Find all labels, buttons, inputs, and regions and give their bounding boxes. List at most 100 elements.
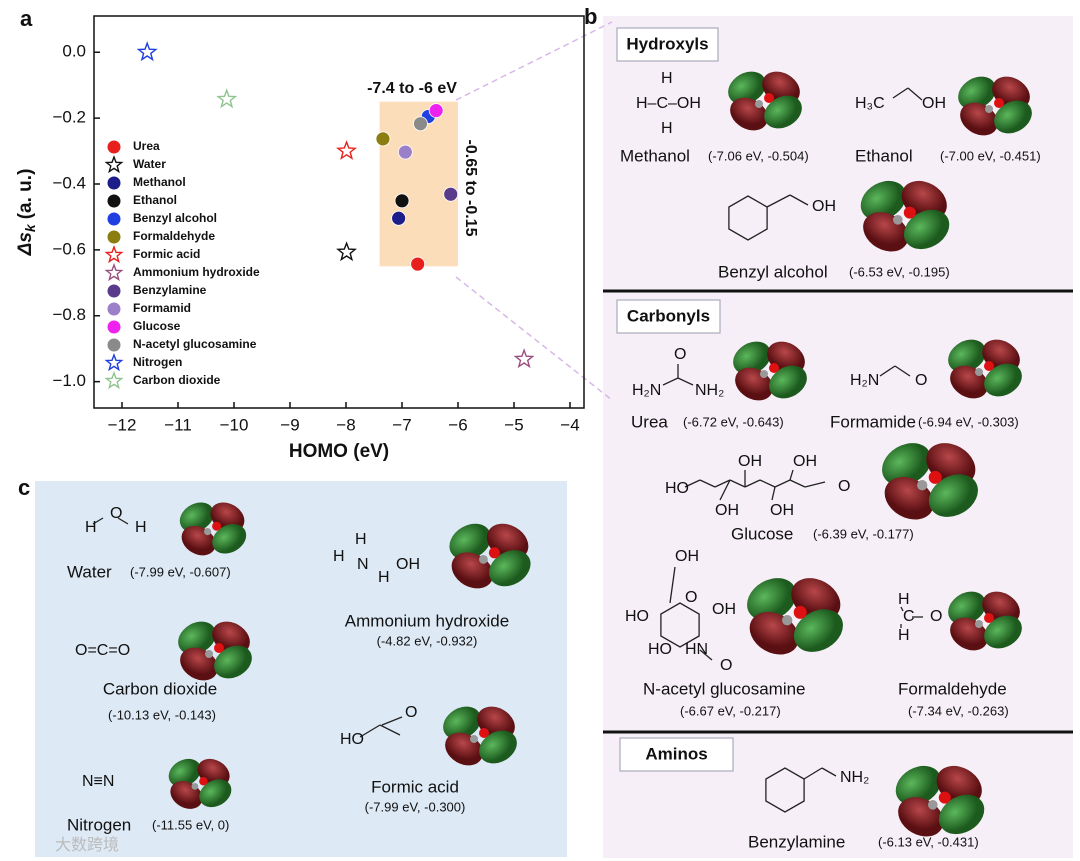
section-header: Carbonyls: [627, 306, 710, 325]
bond: [821, 767, 837, 777]
orbital: [882, 443, 978, 520]
orbital-lobe: [728, 71, 766, 105]
molecule-name: Glucose: [731, 524, 793, 543]
atom-ball: [782, 615, 793, 626]
legend-label: Ammonium hydroxide: [133, 265, 260, 279]
legend-marker: [107, 230, 121, 244]
legend-marker: [107, 284, 121, 298]
legend-label: N-acetyl glucosamine: [133, 337, 257, 351]
atom-ball: [199, 777, 208, 786]
y-label-main: Δs: [15, 232, 36, 256]
bond: [662, 377, 679, 386]
orbital: [958, 76, 1032, 136]
orbital-lobe: [903, 209, 950, 250]
point: [443, 186, 459, 202]
orbital-lobe: [793, 609, 843, 652]
bond: [684, 479, 701, 488]
atom-ball: [205, 650, 213, 658]
orbital-lobe: [214, 645, 252, 679]
zoom-line: [455, 276, 613, 401]
molecule-name: Urea: [631, 412, 668, 431]
orbital: [443, 706, 517, 766]
bond: [117, 517, 129, 525]
atom-label: O: [685, 589, 697, 606]
panel-b-background: [603, 16, 1073, 858]
bond: [900, 606, 904, 612]
molecule-value: (-6.39 eV, -0.177): [813, 526, 914, 541]
section-header-box: [619, 737, 734, 772]
legend-label: Formic acid: [133, 247, 200, 261]
legend-marker: [104, 371, 124, 390]
bond: [729, 479, 746, 488]
atom-label: H: [661, 120, 673, 137]
bond: [789, 469, 794, 481]
orbital-lobe: [479, 730, 517, 764]
y-label-sub: k: [22, 223, 38, 232]
orbital-lobe: [212, 524, 247, 554]
orbital-lobe: [747, 578, 797, 621]
orbital-lobe: [938, 794, 985, 835]
orbital-lobe: [984, 615, 1022, 649]
molecule-name: Water: [67, 562, 112, 581]
section-header-box: [616, 27, 719, 62]
legend-label: Methanol: [133, 175, 186, 189]
legend-label: Water: [133, 157, 166, 171]
atom-label: OH: [712, 601, 736, 618]
x-tick-label: −6: [448, 415, 467, 434]
bond: [677, 377, 694, 386]
atom-ball: [928, 800, 938, 810]
orbital-lobe: [178, 621, 216, 655]
section-header: Aminos: [645, 744, 707, 763]
molecule-value: (-6.94 eV, -0.303): [918, 414, 1019, 429]
panel-label: b: [584, 4, 597, 29]
watermark: 大数跨境: [55, 835, 119, 854]
atom-label: OH: [770, 502, 794, 519]
molecule-value: (-6.67 eV, -0.217): [680, 703, 781, 718]
x-tick-label: −5: [504, 415, 523, 434]
molecule-value: (-7.99 eV, -0.607): [130, 564, 231, 579]
atom-label: NH₂: [840, 769, 869, 786]
panel-label: c: [18, 475, 30, 500]
atom-ball: [755, 100, 763, 108]
orbital-lobe: [443, 706, 481, 740]
section-header: Hydroxyls: [626, 34, 708, 53]
bond: [907, 87, 923, 101]
atom-ball: [191, 783, 199, 790]
atom-label: O: [930, 608, 942, 625]
point: [410, 256, 426, 272]
legend-marker: [104, 155, 124, 174]
molecule-name: Nitrogen: [67, 815, 131, 834]
atom-label: H–C–OH: [636, 95, 701, 112]
atom-label: H: [661, 70, 673, 87]
atom-label: NH₂: [695, 382, 724, 399]
atom-ball: [479, 555, 488, 564]
atom-label: OH: [812, 198, 836, 215]
legend-label: Benzylamine: [133, 283, 207, 297]
atom-label: OH: [922, 95, 946, 112]
molecule-value: (-6.72 eV, -0.643): [683, 414, 784, 429]
bond: [359, 724, 381, 738]
section-header-box: [616, 299, 721, 334]
ring: [660, 602, 700, 648]
molecule-value: (-6.53 eV, -0.195): [849, 264, 950, 279]
atom-label: OH: [675, 548, 699, 565]
atom-ball: [793, 605, 807, 619]
point: [216, 88, 238, 109]
orbital-lobe: [860, 180, 907, 221]
orbital: [728, 71, 802, 131]
orbital-lobe: [179, 502, 214, 532]
bond: [381, 716, 403, 726]
orbital-lobe: [948, 591, 986, 625]
orbital-lobe: [449, 523, 491, 560]
point: [428, 103, 444, 118]
bond: [771, 486, 776, 501]
orbital-lobe: [948, 339, 986, 373]
bond: [774, 479, 791, 488]
x-tick-label: −9: [280, 415, 299, 434]
point: [336, 241, 357, 262]
legend-label: Glucose: [133, 319, 181, 333]
molecule-value: (-4.82 eV, -0.932): [377, 633, 478, 648]
atom-ball: [212, 521, 222, 531]
legend-marker: [104, 263, 124, 282]
